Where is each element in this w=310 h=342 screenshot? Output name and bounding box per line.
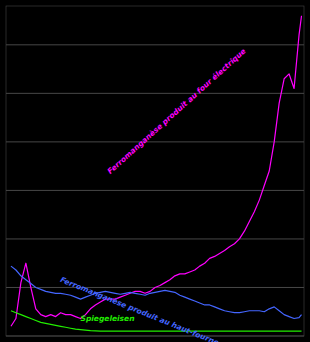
grid-line	[6, 44, 304, 45]
labels: Ferromanganèse produit au four électriqu…	[59, 47, 248, 342]
series-line	[11, 266, 302, 318]
plot-frame	[6, 6, 304, 336]
series-label: Ferromanganèse produit au haut-fourneau	[59, 275, 231, 342]
grid-line	[6, 190, 304, 191]
series-line	[11, 16, 302, 327]
grid-line	[6, 93, 304, 94]
grid	[6, 45, 304, 336]
background	[0, 0, 310, 342]
lines	[11, 16, 302, 331]
series-label: Ferromanganèse produit au four électriqu…	[106, 47, 248, 176]
chart: Ferromanganèse produit au four électriqu…	[0, 0, 310, 342]
grid-line	[6, 141, 304, 142]
series-label: Spiegeleisen	[81, 314, 135, 323]
grid-line	[6, 238, 304, 239]
